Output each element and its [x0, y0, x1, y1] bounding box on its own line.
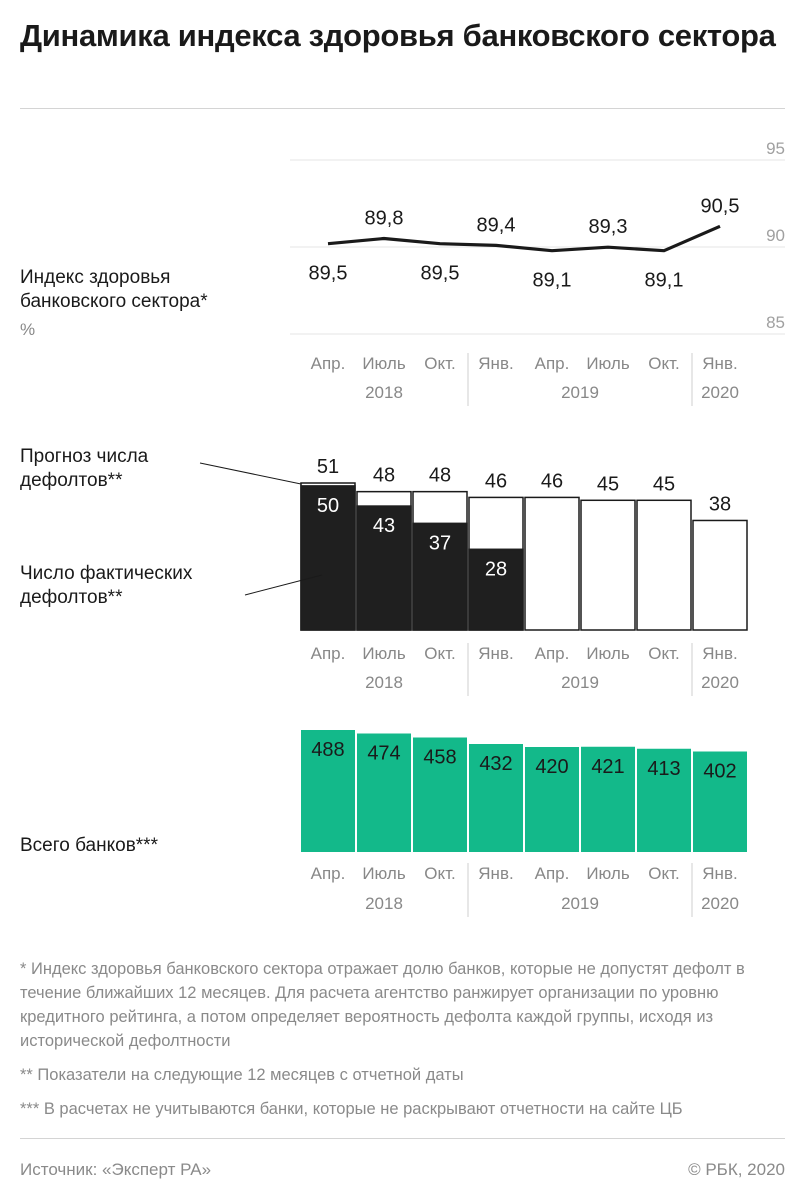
total-month-label-1: Июль: [362, 864, 406, 883]
forecast-bar-7: [692, 519, 748, 631]
index-value-label-7: 90,5: [701, 195, 740, 217]
index-month-label-2: Окт.: [424, 354, 455, 373]
chart-title: Динамика индекса здоровья банковского се…: [20, 18, 776, 53]
total-month-label-5: Июль: [586, 864, 630, 883]
index-y-tick-1: 90: [766, 226, 785, 245]
source-note: Источник: «Эксперт РА»: [20, 1160, 212, 1179]
charts-canvas: 85 90 95 89,5 89,8 89,5 89,4 89,1 89,3 89,1 90,5 Ап…: [199, 139, 785, 917]
total-bar-3: [469, 744, 523, 852]
defaults-month-label-2: Окт.: [424, 644, 455, 663]
total-series-label: Всего банков***: [20, 835, 158, 856]
total-value-label-4: 420: [535, 756, 568, 778]
total-bar-6: [637, 748, 691, 852]
total-value-label-5: 421: [591, 756, 624, 778]
forecast-value-label-5: 45: [597, 473, 619, 495]
copyright-note: © РБК, 2020: [688, 1160, 785, 1179]
forecast-value-label-0: 51: [317, 456, 339, 478]
total-value-label-7: 402: [703, 761, 736, 783]
defaults-month-label-6: Окт.: [648, 644, 679, 663]
total-month-label-3: Янв.: [478, 864, 513, 883]
total-month-label-6: Окт.: [648, 864, 679, 883]
actual-bar-1: [356, 505, 412, 631]
index-value-label-1: 89,8: [365, 207, 404, 229]
index-month-label-5: Июль: [586, 354, 630, 373]
actual-series-label: Число фактических дефолтов**: [20, 563, 193, 608]
actual-value-label-2: 37: [429, 532, 451, 554]
actual-leader-line: [244, 574, 323, 596]
index-year-label-2: 2020: [701, 383, 739, 402]
total-value-label-1: 474: [367, 743, 400, 765]
forecast-value-label-1: 48: [373, 465, 395, 487]
forecast-bar-6: [636, 499, 692, 631]
forecast-bar-5: [580, 499, 636, 631]
index-series-label: Индекс здоровья банковского сектора*: [20, 267, 208, 312]
index-month-label-3: Янв.: [478, 354, 513, 373]
total-year-label-1: 2019: [561, 894, 599, 913]
defaults-month-label-7: Янв.: [702, 644, 737, 663]
total-bar-4: [525, 747, 579, 852]
total-bar-7: [693, 751, 747, 852]
forecast-series-label: Прогноз числа дефолтов**: [20, 446, 149, 491]
forecast-bar-4: [524, 496, 580, 631]
total-year-label-2: 2020: [701, 894, 739, 913]
index-year-label-1: 2019: [561, 383, 599, 402]
forecast-value-label-6: 45: [653, 473, 675, 495]
index-unit-label: %: [20, 320, 36, 339]
index-y-tick-2: 95: [766, 139, 785, 158]
actual-value-label-3: 28: [485, 558, 507, 580]
total-month-label-7: Янв.: [702, 864, 737, 883]
defaults-month-label-0: Апр.: [311, 644, 346, 663]
total-value-label-6: 413: [647, 758, 680, 780]
forecast-value-label-4: 46: [541, 470, 563, 492]
index-value-label-3: 89,4: [477, 214, 516, 236]
actual-value-label-0: 50: [317, 495, 339, 517]
actual-bar-2: [412, 522, 468, 631]
total-bar-1: [357, 733, 411, 852]
index-month-label-4: Апр.: [535, 354, 570, 373]
title-divider: [20, 108, 785, 109]
defaults-year-label-2: 2020: [701, 673, 739, 692]
index-y-tick-0: 85: [766, 313, 785, 332]
index-month-label-0: Апр.: [311, 354, 346, 373]
index-value-label-4: 89,1: [533, 270, 572, 292]
index-value-label-0: 89,5: [309, 263, 348, 285]
footnote-1: * Индекс здоровья банковского сектора от…: [20, 960, 745, 1050]
total-value-label-0: 488: [311, 739, 344, 761]
index-month-label-7: Янв.: [702, 354, 737, 373]
index-month-label-6: Окт.: [648, 354, 679, 373]
defaults-month-label-1: Июль: [362, 644, 406, 663]
index-month-label-1: Июль: [362, 354, 406, 373]
total-month-label-4: Апр.: [535, 864, 570, 883]
total-bar-2: [413, 737, 467, 852]
footer-divider: [20, 1138, 785, 1139]
actual-value-label-1: 43: [373, 515, 395, 537]
total-bar-0: [301, 730, 355, 852]
index-value-label-2: 89,5: [421, 263, 460, 285]
total-month-label-0: Апр.: [311, 864, 346, 883]
index-line: [327, 224, 721, 253]
forecast-value-label-3: 46: [485, 470, 507, 492]
defaults-month-label-4: Апр.: [535, 644, 570, 663]
total-value-label-3: 432: [479, 753, 512, 775]
actual-bar-3: [468, 548, 524, 631]
defaults-month-label-5: Июль: [586, 644, 630, 663]
index-year-label-0: 2018: [365, 383, 403, 402]
defaults-year-label-0: 2018: [365, 673, 403, 692]
defaults-year-label-1: 2019: [561, 673, 599, 692]
actual-bar-0: [300, 485, 356, 631]
total-year-label-0: 2018: [365, 894, 403, 913]
total-value-label-2: 458: [423, 747, 456, 769]
footnote-2: ** Показатели на следующие 12 месяцев с …: [20, 1066, 464, 1084]
index-value-label-5: 89,3: [589, 216, 628, 238]
footnote-3: *** В расчетах не учитываются банки, кот…: [20, 1100, 683, 1118]
index-value-label-6: 89,1: [645, 270, 684, 292]
defaults-month-label-3: Янв.: [478, 644, 513, 663]
forecast-value-label-2: 48: [429, 465, 451, 487]
forecast-leader-line: [199, 462, 302, 485]
total-month-label-2: Окт.: [424, 864, 455, 883]
forecast-value-label-7: 38: [709, 493, 731, 515]
total-bar-5: [581, 746, 635, 852]
